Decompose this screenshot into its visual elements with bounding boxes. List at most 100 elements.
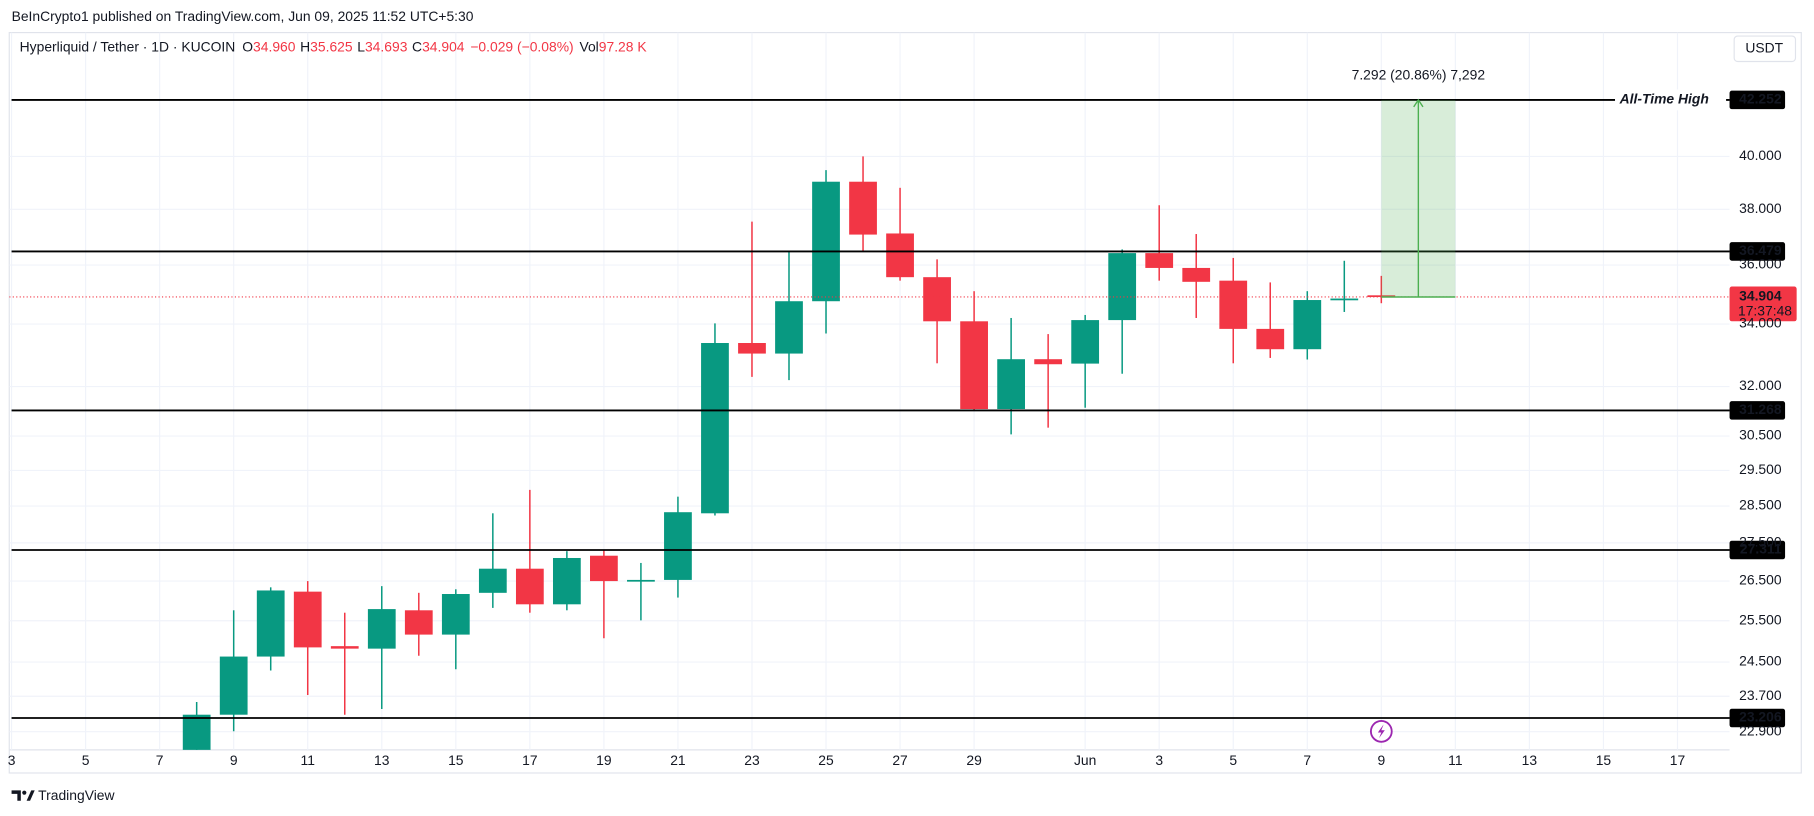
x-tick-label: 23 (744, 752, 760, 768)
candle-body (256, 590, 285, 657)
x-tick-label: 21 (670, 752, 686, 768)
candle-body (552, 557, 581, 605)
vol-key: Vol (579, 38, 598, 54)
candle-body (330, 646, 359, 649)
footer-brand: TradingView (38, 787, 115, 803)
y-tick-label: 30.500 (1739, 427, 1782, 443)
candle-body (1219, 280, 1248, 329)
level-label: 23.206 (1739, 709, 1782, 725)
ohlc-key: H (300, 38, 310, 54)
annotation-bg (1615, 89, 1727, 111)
x-tick-label: 7 (1303, 752, 1311, 768)
symbol: Hyperliquid / Tether · 1D · KUCOIN (20, 38, 236, 54)
y-tick-label: 25.500 (1739, 611, 1782, 627)
x-tick-label: 15 (1596, 752, 1612, 768)
x-tick-label: 7 (156, 752, 164, 768)
measure-label: 7.292 (20.86%) 7,292 (1352, 66, 1486, 82)
last-price-label-bg (1729, 286, 1797, 322)
ohlc-key: C (412, 38, 422, 54)
x-tick-label: 13 (1522, 752, 1538, 768)
candle-body (627, 579, 655, 582)
y-tick-label: 24.500 (1739, 653, 1782, 669)
candle-body (478, 568, 507, 593)
publisher: BeInCrypto1 published on TradingView.com… (12, 8, 474, 24)
ohlc-value: 34.960 (253, 38, 296, 54)
y-tick-label: 40.000 (1739, 147, 1782, 163)
x-tick-label: 5 (82, 752, 90, 768)
candle-body (775, 301, 803, 354)
ath-annotation: All-Time High (1619, 91, 1709, 107)
candle-body (701, 343, 729, 514)
level-label: 31.268 (1739, 401, 1782, 417)
level-label: 42.252 (1739, 91, 1782, 107)
x-tick-label: 9 (230, 752, 238, 768)
candle-body (1182, 267, 1211, 282)
candle-body (812, 181, 840, 302)
candle-body (664, 512, 692, 580)
change: −0.029 (−0.08%) (470, 38, 573, 54)
x-tick-label: 15 (448, 752, 464, 768)
y-tick-label: 38.000 (1739, 200, 1782, 216)
last-price-label: 34.904 (1739, 288, 1782, 304)
level-label-bg (1729, 540, 1786, 560)
x-tick-label: 11 (1448, 752, 1463, 768)
candle-body (1293, 300, 1322, 350)
candle-body (849, 181, 877, 235)
x-tick-label: 5 (1229, 752, 1237, 768)
x-tick-label: 9 (1377, 752, 1385, 768)
ohlc-value: 34.693 (365, 38, 408, 54)
candle-body (886, 233, 914, 278)
overlay: 42.252 36.479 31.268 27.311 23.206 All-Time H… (11, 66, 1797, 728)
y-tick-label: 34.000 (1739, 315, 1782, 331)
level-label: 27.311 (1740, 541, 1782, 557)
candle-body (1145, 253, 1174, 268)
candle-body (404, 610, 433, 635)
x-tick-label: 17 (1670, 752, 1686, 768)
symbol-header: Hyperliquid / Tether · 1D · KUCOIN O34.96… (20, 38, 648, 54)
x-tick-label: Jun (1074, 752, 1096, 768)
y-tick-label: 28.500 (1739, 497, 1782, 513)
candle-body (1108, 253, 1137, 321)
y-tick-label: 32.000 (1739, 377, 1782, 393)
candle-body (590, 555, 618, 582)
x-tick-label: 13 (374, 752, 390, 768)
plot (9, 156, 1730, 750)
chart-frame (8, 32, 1802, 774)
currency-box[interactable] (1733, 35, 1797, 63)
x-tick-label: 3 (8, 752, 16, 768)
y-tick-label: 22.900 (1739, 722, 1782, 738)
candle-body (1256, 328, 1285, 350)
level-label-bg (1729, 708, 1786, 728)
candle-body (923, 277, 951, 322)
measure-arrowhead (1413, 98, 1424, 108)
x-tick-label: 3 (1155, 752, 1163, 768)
lightning-icon[interactable] (1369, 720, 1393, 743)
x-tick-label: 17 (522, 752, 538, 768)
level-label-bg (1729, 242, 1786, 261)
candle-body (960, 321, 988, 410)
candle-body (1034, 359, 1063, 365)
candle-body (441, 594, 470, 635)
y-tick-label: 26.500 (1739, 572, 1782, 588)
level-label: 36.479 (1739, 242, 1782, 258)
candle-body (738, 343, 766, 354)
x-tick-label: 11 (301, 752, 316, 768)
currency[interactable]: USDT (1745, 39, 1783, 55)
candle-body (997, 359, 1026, 410)
candle-body (515, 568, 544, 605)
candle-body (367, 609, 396, 649)
y-tick-label: 23.700 (1739, 687, 1782, 703)
x-tick-label: 29 (966, 752, 982, 768)
tradingview-logo (11, 790, 35, 801)
level-label-bg (1729, 90, 1786, 110)
y-tick-label: 36.000 (1739, 256, 1782, 272)
candle-body (1071, 320, 1100, 364)
x-tick-label: 27 (892, 752, 908, 768)
ohlc-key: O (242, 38, 253, 54)
countdown: 17:37:48 (1738, 303, 1792, 319)
candle-body (182, 714, 211, 750)
x-tick-label: 19 (596, 752, 612, 768)
y-tick-label: 29.500 (1739, 461, 1782, 477)
